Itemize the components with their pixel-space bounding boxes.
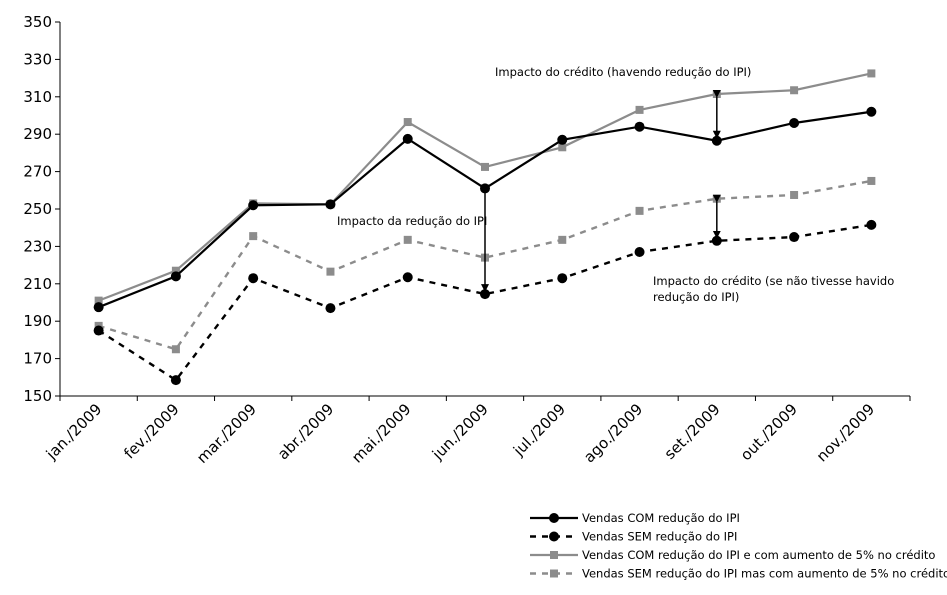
data-point (248, 200, 259, 211)
data-point (170, 375, 181, 386)
legend-item-1: Vendas COM redução do IPI (530, 511, 740, 525)
data-point (402, 272, 413, 283)
data-point (93, 302, 104, 313)
x-tick-label: mai./2009 (348, 400, 414, 466)
data-point (789, 232, 800, 243)
legend-item-3: Vendas COM redução do IPI e com aumento … (530, 548, 935, 562)
y-tick-label: 210 (23, 275, 52, 293)
x-tick-label: set./2009 (661, 400, 724, 463)
legend: Vendas COM redução do IPI Vendas SEM redu… (530, 511, 947, 581)
data-point (866, 106, 877, 117)
y-tick-label: 170 (23, 350, 52, 368)
data-point (325, 199, 336, 210)
legend-label: Vendas COM redução do IPI e com aumento … (582, 548, 935, 562)
x-tick-label: out./2009 (737, 400, 801, 464)
x-tick-label: ago./2009 (580, 400, 646, 466)
y-tick-label: 290 (23, 125, 52, 143)
x-tick-label: jul./2009 (509, 400, 569, 460)
legend-marker (549, 531, 559, 542)
y-tick-label: 150 (23, 387, 52, 405)
data-point (558, 143, 567, 152)
legend-marker (550, 569, 558, 578)
data-point (712, 194, 721, 203)
data-point (789, 117, 800, 128)
legend-item-4: Vendas SEM redução do IPI mas com aument… (530, 567, 947, 581)
data-point (558, 235, 567, 244)
x-tick-label: fev./2009 (120, 400, 182, 462)
data-point (93, 325, 104, 336)
y-tick-label: 270 (23, 163, 52, 181)
legend-item-2: Vendas SEM redução do IPI (530, 530, 737, 544)
data-point (557, 134, 568, 145)
x-tick-label: abr./2009 (274, 400, 337, 463)
legend-marker (550, 551, 558, 559)
data-point (402, 133, 413, 144)
data-point (866, 219, 877, 230)
annotation-ipi-reduction: Impacto da redução do IPI (337, 214, 487, 228)
annotation-credit-without-ipi-line1: Impacto do crédito (se não tivesse havid… (653, 274, 894, 288)
y-tick-label: 230 (23, 237, 52, 255)
legend-label: Vendas SEM redução do IPI mas com aument… (582, 567, 947, 581)
data-point (634, 121, 645, 132)
x-tick-label: mar./2009 (193, 400, 260, 467)
data-point (634, 247, 645, 258)
data-point (248, 273, 259, 284)
series-line (98, 179, 872, 351)
data-point (481, 162, 489, 171)
data-point (557, 273, 568, 284)
data-point (170, 271, 181, 282)
data-point (325, 303, 336, 314)
x-tick-label: jun./2009 (428, 400, 492, 464)
y-tick-label: 350 (23, 13, 52, 31)
data-point (326, 267, 335, 276)
data-point (635, 206, 644, 215)
y-tick-label: 310 (23, 88, 52, 106)
y-tick-label: 250 (23, 200, 52, 218)
data-point (171, 345, 180, 354)
annotation-credit-without-ipi-line2: redução do IPI) (653, 290, 739, 304)
data-point (867, 176, 876, 185)
data-point (171, 266, 180, 275)
legend-marker (549, 513, 559, 523)
data-point (790, 190, 799, 199)
legend-label: Vendas COM redução do IPI (582, 511, 740, 525)
y-tick-label: 190 (23, 312, 52, 330)
y-tick-label: 330 (23, 50, 52, 68)
axes: 150 170 190 210 230 250 270 290 310 330 350 jan./20… (23, 13, 911, 467)
x-tick-label: nov./2009 (813, 400, 878, 465)
annotation-credit-with-ipi: Impacto do crédito (havendo redução do I… (495, 65, 751, 79)
data-point (867, 69, 876, 78)
data-point (635, 105, 644, 114)
data-point (790, 86, 799, 95)
data-point (712, 89, 721, 98)
data-point (403, 235, 412, 244)
arrows-layer (481, 89, 721, 293)
x-tick-label: jan./2009 (42, 400, 106, 464)
data-point (403, 118, 412, 127)
data-point (249, 232, 258, 241)
data-point (94, 296, 103, 305)
legend-label: Vendas SEM redução do IPI (582, 530, 737, 544)
